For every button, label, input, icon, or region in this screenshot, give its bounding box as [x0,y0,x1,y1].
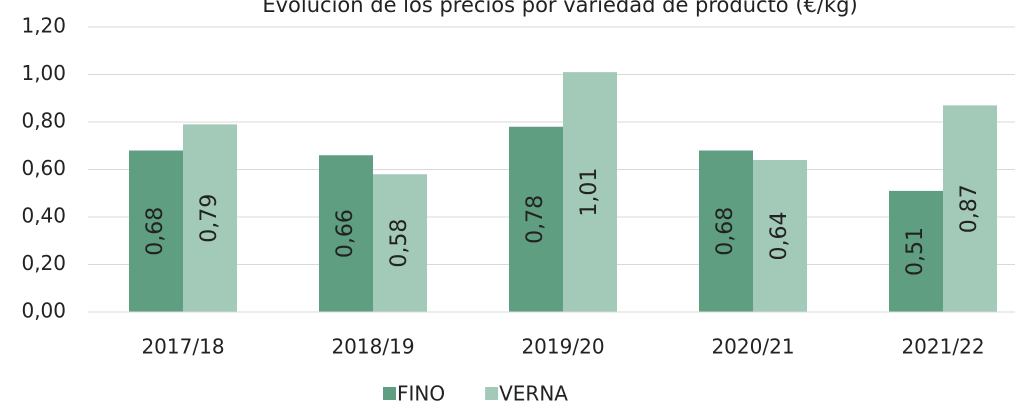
bar [699,150,753,312]
chart-title: Evolución de los precios por variedad de… [262,0,857,17]
bar [129,150,183,312]
bar [753,160,807,312]
x-tick-label: 2018/19 [331,335,414,359]
bar [183,124,237,312]
y-tick-label: 1,00 [21,61,66,85]
bar [943,105,997,312]
bar [563,72,617,312]
data-label: 0,66 [333,209,358,258]
data-label: 0,78 [523,195,548,244]
data-label: 1,01 [577,168,602,217]
x-tick-label: 2020/21 [711,335,794,359]
data-label: 0,68 [713,207,738,256]
data-label: 0,87 [957,184,982,233]
y-tick-label: 0,00 [21,299,66,323]
x-tick-label: 2021/22 [901,335,984,359]
data-label: 0,79 [197,194,222,243]
data-label: 0,68 [143,207,168,256]
legend-swatch [383,387,396,400]
legend-label: VERNA [499,382,568,406]
legend-swatch [485,387,499,400]
data-label: 0,51 [903,227,928,276]
y-tick-label: 0,60 [21,156,66,180]
data-label: 0,58 [387,219,412,268]
legend-label: FINO [397,382,445,406]
y-tick-label: 1,20 [21,14,66,38]
x-tick-label: 2017/18 [141,335,224,359]
bar [373,174,427,312]
bar [509,126,563,312]
y-tick-label: 0,80 [21,109,66,133]
bar [319,155,373,312]
bar [889,190,943,312]
y-tick-label: 0,40 [21,204,66,228]
x-tick-label: 2019/20 [521,335,604,359]
y-tick-label: 0,20 [21,251,66,275]
data-label: 0,64 [767,212,792,261]
